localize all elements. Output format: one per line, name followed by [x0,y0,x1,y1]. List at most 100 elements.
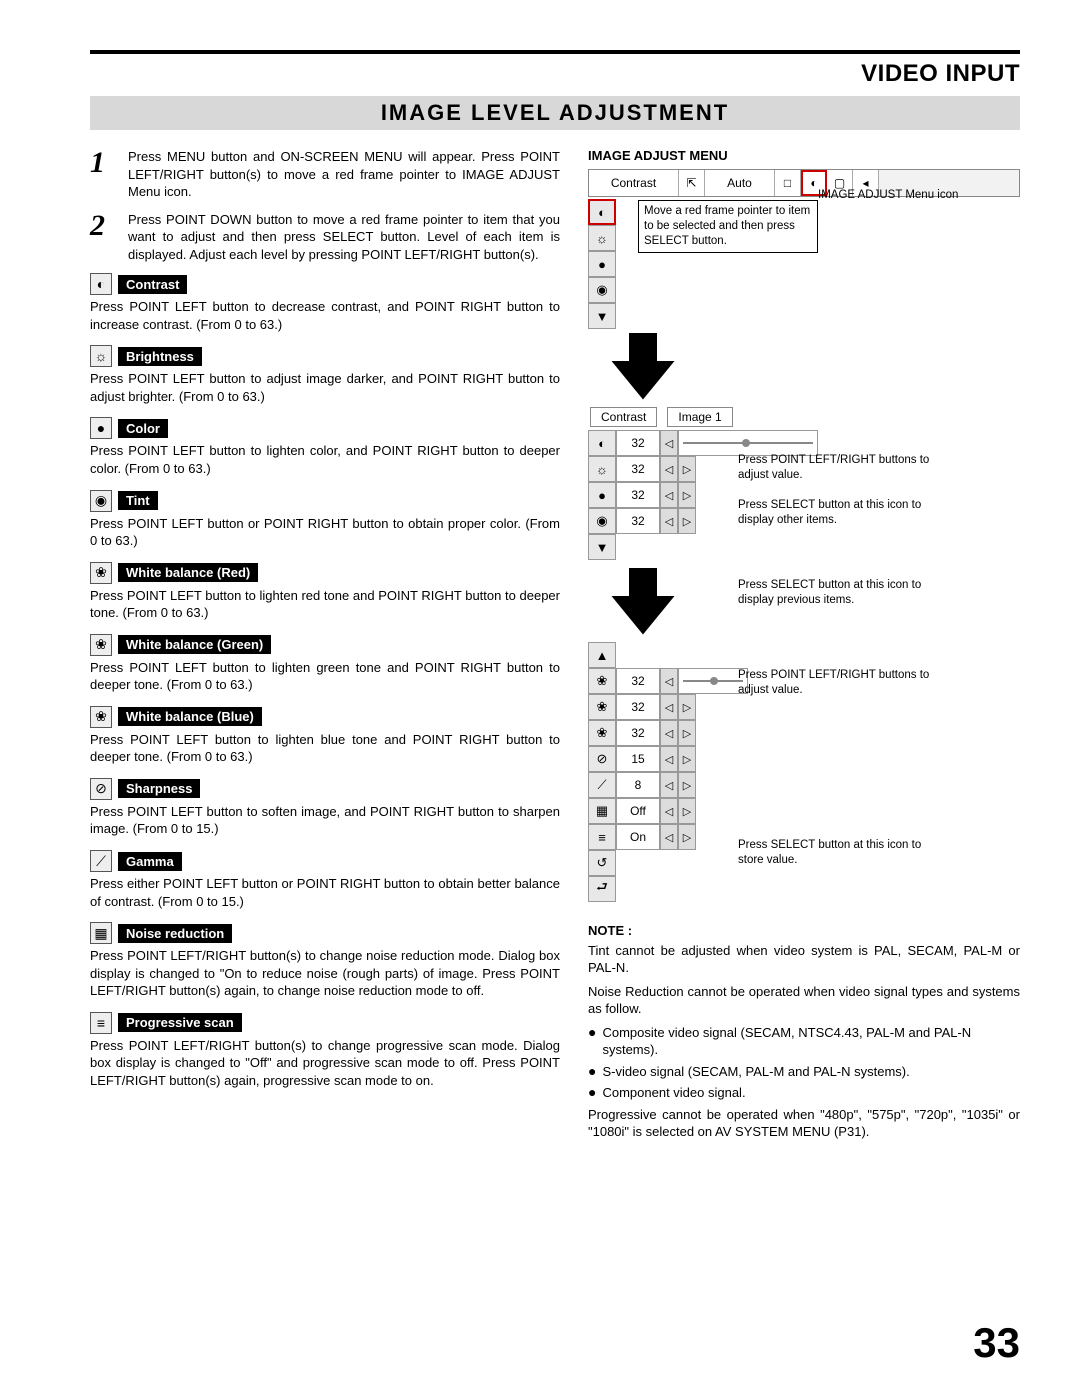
callout-display-other: Press SELECT button at this icon to disp… [738,498,948,528]
adjustment-item: ❀ White balance (Green) Press POINT LEFT… [90,634,560,694]
bullet-dot: ● [588,1024,596,1059]
note-bullet: ●Component video signal. [588,1084,1020,1102]
subsection-header: IMAGE LEVEL ADJUSTMENT [90,96,1020,130]
row-value: 32 [616,508,660,534]
callout-select-item: Move a red frame pointer to item to be s… [638,200,818,253]
row-value: 15 [616,746,660,772]
row-value: 32 [616,720,660,746]
adjustment-item: ◐ Contrast Press POINT LEFT button to de… [90,273,560,333]
row-value: 32 [616,482,660,508]
item-icon: ◉ [90,490,112,512]
item-icon: ☼ [90,345,112,367]
osd-up-icon[interactable]: ▲ [588,642,616,668]
decrease-button[interactable]: ◁ [660,772,678,798]
item-label: Sharpness [118,779,200,798]
strip-icon: □ [775,170,801,196]
row-icon: ❀ [588,668,616,694]
step-2: 2 Press POINT DOWN button to move a red … [90,211,560,264]
increase-button[interactable]: ▷ [678,482,696,508]
item-icon: ❀ [90,562,112,584]
increase-button[interactable]: ▷ [678,720,696,746]
item-label: Contrast [118,275,187,294]
item-icon: ❀ [90,634,112,656]
item-desc: Press POINT LEFT/RIGHT button(s) to chan… [90,947,560,1000]
callout-menu-icon: IMAGE ADJUST Menu icon [818,188,958,203]
increase-button[interactable]: ▷ [678,456,696,482]
item-icon: ● [90,417,112,439]
increase-button[interactable]: ▷ [678,824,696,850]
adjustment-item: ● Color Press POINT LEFT button to light… [90,417,560,477]
decrease-button[interactable]: ◁ [660,456,678,482]
menu-title: IMAGE ADJUST MENU [588,148,1020,163]
osd-value-row: ⮐ [588,876,748,902]
decrease-button[interactable]: ◁ [660,508,678,534]
osd-down-icon[interactable]: ▼ [588,534,616,560]
note-p2: Noise Reduction cannot be operated when … [588,983,1020,1018]
adjustment-item: ≡ Progressive scan Press POINT LEFT/RIGH… [90,1012,560,1090]
page-number: 33 [973,1319,1020,1367]
osd-icon-column: ◐ ☼ ● ◉ ▼ [588,199,616,329]
decrease-button[interactable]: ◁ [660,798,678,824]
item-label: Brightness [118,347,202,366]
note-p3: Progressive cannot be operated when "480… [588,1106,1020,1141]
osd-value-row: ❀32 ◁▷ [588,694,748,720]
sub-label-right: Image 1 [667,407,732,427]
bullet-text: Composite video signal (SECAM, NTSC4.43,… [602,1024,1020,1059]
row-value: 32 [616,694,660,720]
item-desc: Press POINT LEFT button to soften image,… [90,803,560,838]
item-label: Gamma [118,852,182,871]
row-icon: ≡ [588,824,616,850]
step-text: Press MENU button and ON-SCREEN MENU wil… [128,148,560,201]
left-column: 1 Press MENU button and ON-SCREEN MENU w… [90,148,560,1147]
increase-button[interactable]: ▷ [678,746,696,772]
item-label: White balance (Green) [118,635,271,654]
osd-icon[interactable]: ◐ [588,199,616,225]
row-icon: ❀ [588,720,616,746]
item-desc: Press POINT LEFT button to lighten blue … [90,731,560,766]
decrease-button[interactable]: ◁ [660,668,678,694]
callout-display-prev: Press SELECT button at this icon to disp… [738,578,948,608]
item-desc: Press either POINT LEFT button or POINT … [90,875,560,910]
step-text: Press POINT DOWN button to move a red fr… [128,211,560,264]
step-number: 2 [90,211,118,264]
item-desc: Press POINT LEFT/RIGHT button(s) to chan… [90,1037,560,1090]
row-value: On [616,824,660,850]
row-value: Off [616,798,660,824]
step-number: 1 [90,148,118,201]
osd-icon[interactable]: ◉ [588,277,616,303]
item-desc: Press POINT LEFT button to decrease cont… [90,298,560,333]
increase-button[interactable]: ▷ [678,508,696,534]
note-bullet: ●S-video signal (SECAM, PAL-M and PAL-N … [588,1063,1020,1081]
bullet-text: Component video signal. [602,1084,745,1102]
item-desc: Press POINT LEFT button to adjust image … [90,370,560,405]
item-desc: Press POINT LEFT button to lighten color… [90,442,560,477]
decrease-button[interactable]: ◁ [660,430,678,456]
note-p1: Tint cannot be adjusted when video syste… [588,942,1020,977]
row-icon: ☼ [588,456,616,482]
item-icon: ≡ [90,1012,112,1034]
item-label: Progressive scan [118,1013,242,1032]
item-icon: ⊘ [90,778,112,800]
row-icon: ⮐ [588,876,616,902]
increase-button[interactable]: ▷ [678,798,696,824]
decrease-button[interactable]: ◁ [660,694,678,720]
increase-button[interactable]: ▷ [678,694,696,720]
item-label: White balance (Red) [118,563,258,582]
osd-icon[interactable]: ☼ [588,225,616,251]
osd-down-icon[interactable]: ▼ [588,303,616,329]
decrease-button[interactable]: ◁ [660,746,678,772]
item-icon: ◐ [90,273,112,295]
row-value: 32 [616,430,660,456]
item-label: White balance (Blue) [118,707,262,726]
decrease-button[interactable]: ◁ [660,720,678,746]
note-section: NOTE : Tint cannot be adjusted when vide… [588,922,1020,1141]
section-header: VIDEO INPUT [90,60,1020,88]
osd-value-row: ❀32 ◁ [588,668,748,694]
item-icon: ⟋ [90,850,112,872]
osd-icon[interactable]: ● [588,251,616,277]
decrease-button[interactable]: ◁ [660,824,678,850]
strip-mode: Auto [705,170,775,196]
increase-button[interactable]: ▷ [678,772,696,798]
item-label: Color [118,419,168,438]
decrease-button[interactable]: ◁ [660,482,678,508]
